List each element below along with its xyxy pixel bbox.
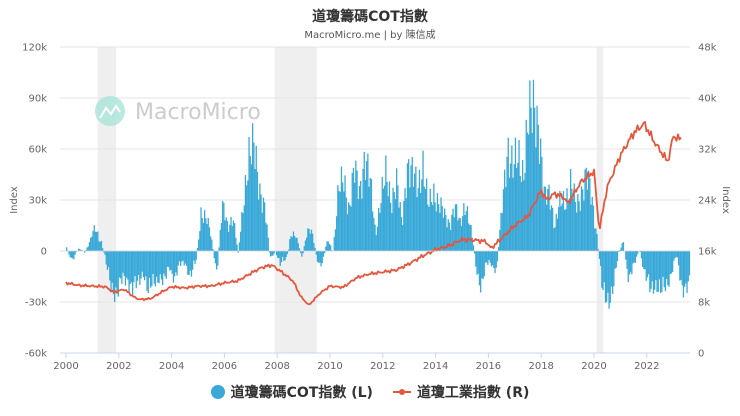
- x-axis: 2000 2002 2004 2006 2008 2010 2012 2014 2016 2018…: [53, 352, 690, 372]
- cot-bars-series[interactable]: [66, 79, 691, 309]
- legend-item-djia[interactable]: 道瓊工業指數 (R): [392, 382, 530, 402]
- y-right-tick-label: 16k: [698, 247, 717, 258]
- x-tick-label: 2002: [106, 361, 131, 372]
- chart-subtitle: MacroMicro.me | by 陳信成: [304, 30, 436, 41]
- line-marker-icon: [392, 385, 411, 399]
- gridlines: [60, 46, 690, 354]
- y-left-tick-label: 60k: [28, 145, 47, 156]
- djia-line-series[interactable]: [65, 121, 682, 306]
- y-left-tick-label: 0: [41, 247, 47, 258]
- y-left-tick-label: 90k: [28, 94, 47, 105]
- chart-plot-area: MacroMicro 120k 90k 60k 30k 0 -30k -60k 48k 40k…: [9, 43, 731, 373]
- circle-marker-icon: [210, 385, 225, 399]
- y-right-tick-label: 48k: [698, 43, 717, 54]
- watermark: MacroMicro: [95, 96, 261, 126]
- legend-label-cot: 道瓊籌碼COT指數 (L): [230, 385, 373, 401]
- x-tick-label: 2000: [53, 361, 78, 372]
- y-axis-left: 120k 90k 60k 30k 0 -30k -60k: [22, 43, 47, 360]
- y-left-tick-label: 30k: [28, 196, 47, 207]
- x-tick-label: 2010: [317, 361, 342, 372]
- y-left-tick-label: -30k: [25, 298, 47, 309]
- chart-legend: 道瓊籌碼COT指數 (L) 道瓊工業指數 (R): [0, 382, 740, 402]
- macromicro-logo-icon: [95, 96, 125, 126]
- chart-title: 道瓊籌碼COT指數: [312, 9, 428, 25]
- x-tick-label: 2012: [370, 361, 395, 372]
- y-right-tick-label: 24k: [698, 196, 717, 207]
- y-axis-right-title: Index: [720, 186, 731, 214]
- x-tick-label: 2006: [212, 361, 237, 372]
- y-right-tick-label: 32k: [698, 145, 717, 156]
- y-right-tick-label: 0: [698, 349, 704, 360]
- legend-item-cot[interactable]: 道瓊籌碼COT指數 (L): [210, 382, 373, 402]
- x-tick-label: 2016: [476, 361, 501, 372]
- x-tick-label: 2004: [159, 361, 184, 372]
- y-left-tick-label: -60k: [25, 349, 47, 360]
- y-right-tick-label: 40k: [698, 94, 717, 105]
- legend-label-djia: 道瓊工業指數 (R): [416, 385, 530, 401]
- watermark-text: MacroMicro: [135, 100, 261, 125]
- y-axis-left-title: Index: [9, 186, 20, 214]
- x-tick-label: 2008: [264, 361, 289, 372]
- y-right-tick-label: 8k: [698, 298, 710, 309]
- x-tick-label: 2018: [528, 361, 553, 372]
- y-axis-right: 48k 40k 32k 24k 16k 8k 0: [698, 43, 717, 360]
- y-left-tick-label: 120k: [22, 43, 47, 54]
- x-tick-label: 2020: [581, 361, 606, 372]
- x-tick-label: 2022: [634, 361, 659, 372]
- x-tick-label: 2014: [423, 361, 448, 372]
